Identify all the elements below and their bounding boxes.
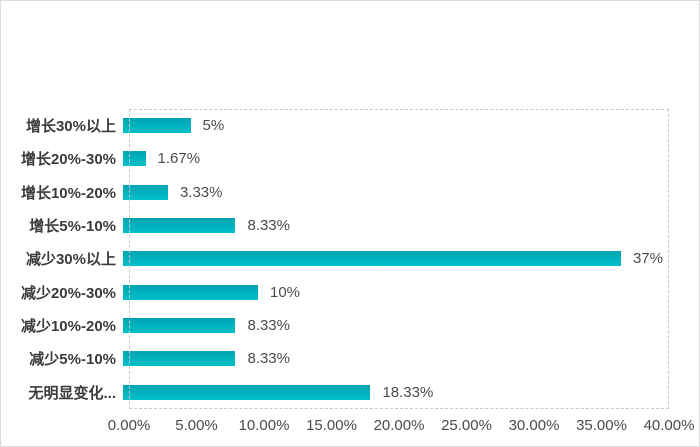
- table-row: 无明显变化... 18.33%: [1, 376, 669, 409]
- table-row: 增长10%-20% 3.33%: [1, 176, 669, 209]
- bar[interactable]: [123, 118, 191, 134]
- value-label: 10%: [270, 283, 301, 301]
- bar[interactable]: [123, 251, 621, 267]
- value-label: 8.33%: [247, 217, 290, 235]
- x-tick-label: 10.00%: [238, 417, 290, 434]
- category-label: 增长30%以上: [25, 118, 116, 136]
- x-axis: 0.00% 5.00% 10.00% 15.00% 20.00% 25.00% 30.00%…: [108, 417, 695, 441]
- x-tick-label: 40.00%: [643, 417, 695, 434]
- x-tick-label: 35.00%: [576, 417, 627, 434]
- table-row: 增长20%-30% 1.67%: [1, 142, 669, 175]
- table-row: 减少30%以上 37%: [1, 242, 669, 275]
- bar[interactable]: [123, 218, 236, 234]
- value-label: 3.33%: [179, 183, 223, 201]
- category-label: 减少10%-20%: [20, 318, 116, 336]
- value-label: 5%: [202, 117, 225, 135]
- table-row: 减少5%-10% 8.33%: [1, 342, 669, 375]
- bar-zone: 37%: [123, 242, 663, 275]
- bar[interactable]: [123, 151, 146, 167]
- category-label: 减少20%-30%: [20, 284, 116, 302]
- chart-rows: 增长30%以上 5% 增长20%-30% 1.67% 增长10%-20% 3.33% 增长5…: [1, 109, 669, 409]
- table-row: 减少10%-20% 8.33%: [1, 309, 669, 342]
- x-tick-label: 15.00%: [306, 417, 357, 434]
- category-label: 增长5%-10%: [29, 218, 116, 236]
- bar[interactable]: [123, 318, 236, 334]
- value-label: 8.33%: [247, 317, 290, 335]
- bar-zone: 8.33%: [123, 342, 663, 375]
- bar-zone: 8.33%: [123, 309, 663, 342]
- table-row: 增长5%-10% 8.33%: [1, 209, 669, 242]
- x-tick-label: 25.00%: [441, 417, 492, 434]
- bar[interactable]: [123, 184, 168, 200]
- value-label: 18.33%: [382, 383, 434, 401]
- value-label: 8.33%: [247, 350, 290, 368]
- bar-zone: 8.33%: [123, 209, 663, 242]
- x-tick-label: 0.00%: [107, 417, 151, 434]
- value-label: 1.67%: [157, 150, 201, 168]
- bar-zone: 1.67%: [123, 142, 663, 175]
- table-row: 减少20%-30% 10%: [1, 276, 669, 309]
- bar[interactable]: [123, 284, 258, 300]
- category-label: 增长20%-30%: [20, 151, 116, 169]
- bar-zone: 18.33%: [123, 376, 663, 409]
- x-tick-label: 30.00%: [508, 417, 560, 434]
- table-row: 增长30%以上 5%: [1, 109, 669, 142]
- bar[interactable]: [123, 351, 236, 367]
- x-tick-label: 5.00%: [175, 417, 218, 434]
- bar-zone: 5%: [123, 109, 663, 142]
- bar[interactable]: [123, 384, 371, 400]
- bar-zone: 3.33%: [123, 176, 663, 209]
- category-label: 增长10%-20%: [20, 184, 116, 202]
- x-tick-label: 20.00%: [373, 417, 425, 434]
- category-label: 减少5%-10%: [29, 351, 116, 369]
- category-label: 无明显变化...: [28, 384, 116, 402]
- bar-zone: 10%: [123, 276, 663, 309]
- category-label: 减少30%以上: [25, 251, 116, 269]
- value-label: 37%: [632, 250, 663, 268]
